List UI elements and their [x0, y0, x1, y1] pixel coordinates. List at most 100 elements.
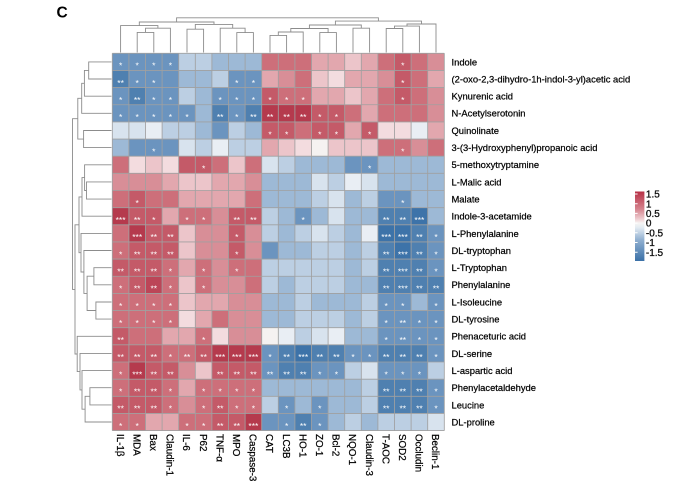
svg-text:**: **: [117, 335, 124, 345]
svg-text:Occludin: Occludin: [413, 434, 424, 472]
svg-text:Claudin-3: Claudin-3: [363, 434, 374, 476]
svg-text:**: **: [399, 387, 406, 397]
svg-text:**: **: [150, 352, 157, 362]
svg-text:Leucine: Leucine: [452, 399, 485, 410]
svg-text:*: *: [434, 249, 438, 259]
svg-text:**: **: [383, 404, 390, 414]
svg-text:*: *: [385, 301, 389, 311]
svg-text:***: ***: [298, 352, 309, 362]
svg-text:IL-1β: IL-1β: [114, 434, 125, 457]
svg-text:*: *: [202, 421, 206, 431]
svg-text:3-(3-Hydroxyphenyl)propanoic a: 3-(3-Hydroxyphenyl)propanoic acid: [452, 142, 598, 153]
svg-text:*: *: [401, 369, 405, 379]
svg-text:*: *: [119, 301, 123, 311]
svg-text:*: *: [169, 61, 173, 71]
svg-text:1: 1: [646, 199, 652, 210]
svg-text:**: **: [416, 387, 423, 397]
svg-text:**: **: [117, 267, 124, 277]
svg-text:*: *: [169, 112, 173, 122]
svg-text:*: *: [119, 369, 123, 379]
svg-text:*: *: [368, 129, 372, 139]
svg-text:*: *: [351, 352, 355, 362]
svg-text:*: *: [152, 78, 156, 88]
svg-text:*: *: [318, 129, 322, 139]
svg-text:*: *: [252, 78, 256, 88]
svg-text:**: **: [383, 387, 390, 397]
svg-text:**: **: [233, 215, 240, 225]
svg-text:L-Isoleucine: L-Isoleucine: [452, 296, 503, 307]
svg-text:***: ***: [398, 249, 409, 259]
svg-text:*: *: [252, 95, 256, 105]
svg-text:DL-tryptophan: DL-tryptophan: [452, 245, 511, 256]
svg-text:***: ***: [215, 352, 226, 362]
svg-text:Phenylalanine: Phenylalanine: [452, 279, 511, 290]
svg-text:*: *: [434, 318, 438, 328]
svg-text:*: *: [335, 129, 339, 139]
svg-text:**: **: [267, 112, 274, 122]
svg-text:**: **: [416, 249, 423, 259]
svg-text:*: *: [119, 61, 123, 71]
svg-text:*: *: [119, 421, 123, 431]
svg-text:**: **: [399, 318, 406, 328]
svg-text:MDA: MDA: [130, 434, 141, 456]
svg-text:**: **: [433, 284, 440, 294]
svg-text:**: **: [150, 369, 157, 379]
svg-text:*: *: [434, 352, 438, 362]
svg-text:**: **: [217, 404, 224, 414]
svg-text:*: *: [136, 198, 140, 208]
svg-text:*: *: [136, 112, 140, 122]
svg-text:*: *: [136, 78, 140, 88]
svg-text:*: *: [136, 301, 140, 311]
svg-text:**: **: [416, 267, 423, 277]
svg-text:**: **: [150, 267, 157, 277]
svg-text:*: *: [385, 318, 389, 328]
svg-text:(2-oxo-2,3-dihydro-1h-indol-3-: (2-oxo-2,3-dihydro-1h-indol-3-yl)acetic …: [452, 73, 631, 84]
svg-text:**: **: [399, 215, 406, 225]
svg-text:-1.5: -1.5: [646, 248, 664, 259]
svg-text:CAT: CAT: [263, 434, 274, 453]
svg-text:***: ***: [248, 421, 259, 431]
svg-text:*: *: [152, 318, 156, 328]
svg-text:**: **: [300, 421, 307, 431]
svg-text:ZO-1: ZO-1: [313, 434, 324, 456]
svg-text:*: *: [418, 318, 422, 328]
svg-text:**: **: [300, 369, 307, 379]
svg-text:Caspase-3: Caspase-3: [247, 434, 258, 482]
svg-text:**: **: [316, 352, 323, 362]
svg-text:*: *: [169, 318, 173, 328]
svg-text:*: *: [434, 404, 438, 414]
svg-text:*: *: [202, 387, 206, 397]
svg-text:**: **: [167, 232, 174, 242]
svg-text:*: *: [268, 129, 272, 139]
svg-text:*: *: [152, 146, 156, 156]
svg-text:*: *: [219, 95, 223, 105]
svg-text:***: ***: [232, 352, 243, 362]
svg-text:*: *: [401, 198, 405, 208]
svg-text:*: *: [152, 61, 156, 71]
svg-text:*: *: [169, 95, 173, 105]
svg-text:*: *: [434, 232, 438, 242]
svg-text:**: **: [383, 267, 390, 277]
svg-text:*: *: [169, 404, 173, 414]
svg-text:LC3B: LC3B: [280, 434, 291, 459]
svg-text:*: *: [335, 369, 339, 379]
svg-text:**: **: [383, 215, 390, 225]
svg-text:**: **: [150, 249, 157, 259]
svg-text:*: *: [169, 352, 173, 362]
svg-text:**: **: [267, 369, 274, 379]
svg-text:*: *: [235, 387, 239, 397]
svg-text:**: **: [416, 232, 423, 242]
svg-text:5-methoxytryptamine: 5-methoxytryptamine: [452, 159, 540, 170]
svg-text:*: *: [119, 284, 123, 294]
svg-text:**: **: [283, 369, 290, 379]
svg-text:-0.5: -0.5: [646, 228, 664, 239]
svg-text:**: **: [150, 404, 157, 414]
svg-text:**: **: [383, 249, 390, 259]
svg-text:***: ***: [132, 232, 143, 242]
svg-text:**: **: [134, 404, 141, 414]
svg-text:L-aspartic acid: L-aspartic acid: [452, 365, 513, 376]
svg-text:Malate: Malate: [452, 194, 480, 205]
svg-text:**: **: [416, 284, 423, 294]
svg-text:N-Acetylserotonin: N-Acetylserotonin: [452, 108, 526, 119]
svg-text:**: **: [167, 369, 174, 379]
